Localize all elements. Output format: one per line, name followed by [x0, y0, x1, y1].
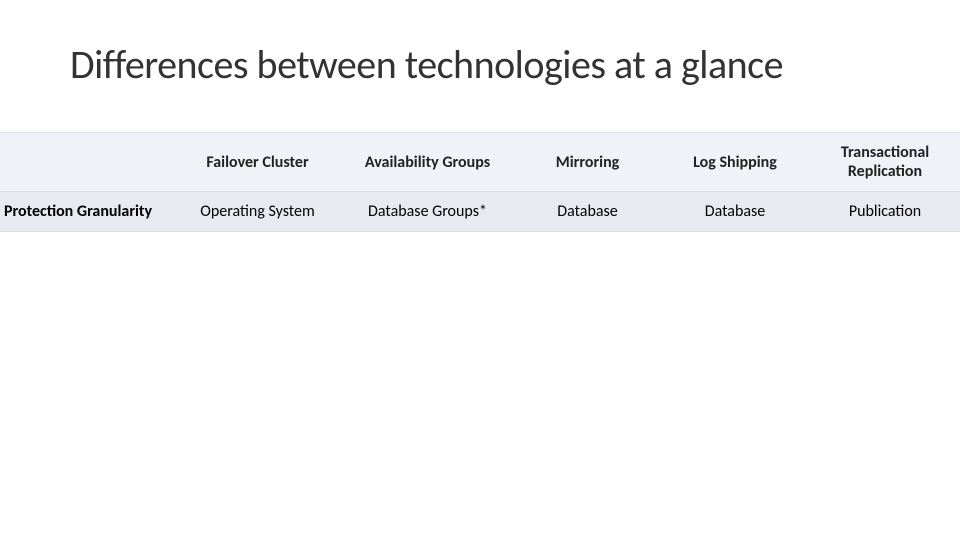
header-empty	[0, 133, 175, 192]
cell-mirroring: Database	[515, 192, 660, 232]
comparison-table: Failover Cluster Availability Groups Mir…	[0, 132, 960, 232]
row-label-protection-granularity: Protection Granularity	[0, 192, 175, 232]
header-availability-groups: Availability Groups	[340, 133, 515, 192]
page-title: Differences between technologies at a gl…	[70, 40, 920, 89]
header-transactional-replication: Transactional Replication	[810, 133, 960, 192]
header-mirroring: Mirroring	[515, 133, 660, 192]
cell-log-shipping: Database	[660, 192, 810, 232]
comparison-table-container: Failover Cluster Availability Groups Mir…	[0, 132, 960, 232]
table-row: Protection Granularity Operating System …	[0, 192, 960, 232]
cell-availability-groups: Database Groups*	[340, 192, 515, 232]
header-log-shipping: Log Shipping	[660, 133, 810, 192]
header-failover: Failover Cluster	[175, 133, 340, 192]
cell-failover: Operating System	[175, 192, 340, 232]
cell-transactional-replication: Publication	[810, 192, 960, 232]
table-header-row: Failover Cluster Availability Groups Mir…	[0, 133, 960, 192]
